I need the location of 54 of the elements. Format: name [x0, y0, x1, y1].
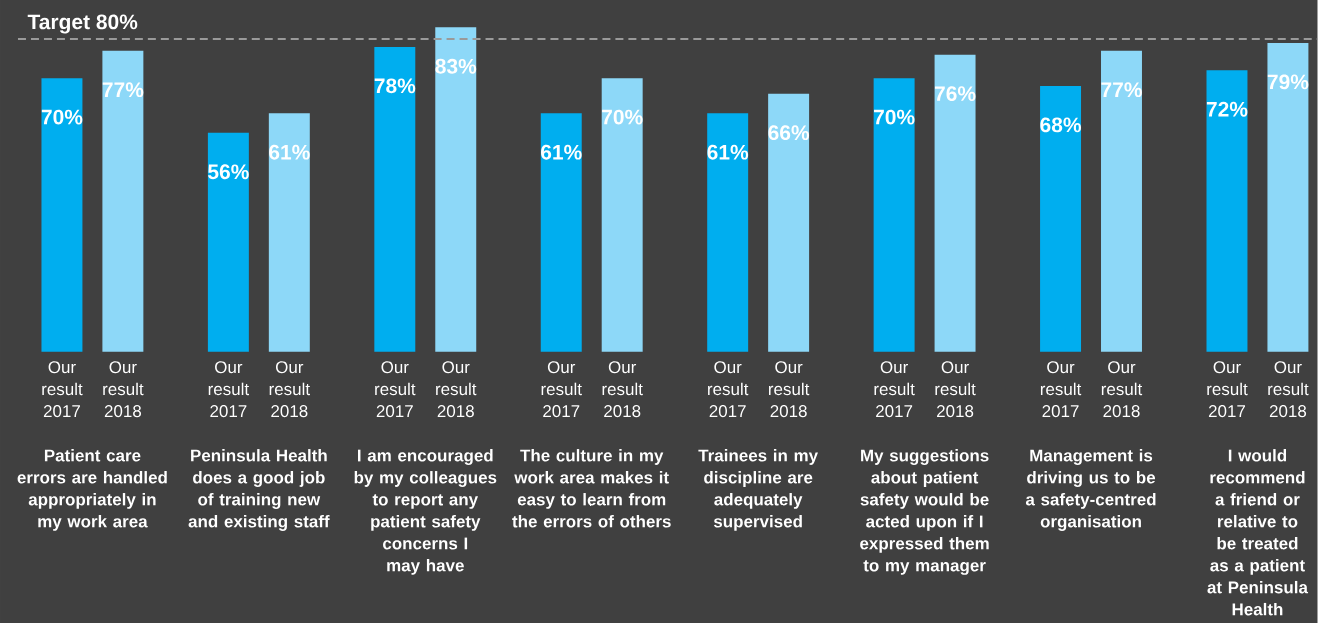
bar — [540, 113, 582, 352]
data-label: 78% — [374, 78, 416, 94]
data-label: 70% — [602, 109, 643, 125]
x-tick-label: I would recommend a friend or relative to be treated as a patient at Peninsula Health — [1207, 448, 1309, 616]
text: Our result 2017 — [375, 360, 416, 417]
bar — [207, 132, 249, 352]
data-label: 61% — [269, 144, 310, 160]
bar — [707, 113, 749, 352]
x-tick-label: Patient care errors are handled appropriately in my work area — [17, 448, 167, 531]
text: Our result 2018 — [269, 360, 310, 417]
x-tick-label: My suggestions about patient safety would be acted upon if I expressed them to my manager — [860, 448, 989, 575]
bar — [41, 77, 83, 352]
x-tick-label: Trainees in my discipline are adequately supervised — [698, 448, 818, 531]
ref-line-label: Target 80% — [27, 14, 138, 34]
bar — [873, 77, 915, 352]
bar — [1101, 50, 1142, 352]
text: Our result 2017 — [1207, 360, 1248, 417]
bar — [1040, 85, 1082, 352]
data-label: 61% — [541, 144, 582, 160]
data-label: 77% — [1101, 82, 1142, 97]
text: Our result 2017 — [708, 360, 749, 417]
bar — [435, 27, 477, 352]
bar — [102, 50, 144, 352]
text: Our result 2018 — [1101, 360, 1143, 417]
bar — [374, 46, 416, 352]
data-label: 70% — [41, 109, 83, 125]
x-tick-label: The culture in my work area makes it easy to learn from the errors of others — [512, 448, 671, 528]
bar — [934, 54, 976, 352]
series-label: Our result 2017 — [42, 360, 83, 417]
bar — [268, 113, 310, 352]
bar — [1206, 70, 1248, 352]
data-label: 70% — [874, 109, 915, 125]
x-tick-label: Peninsula Health does a good job of training new and existing staff — [188, 448, 330, 531]
text: Our result 2017 — [208, 360, 249, 417]
x-tick-label: I am encouraged by my colleagues to report any patient safety concerns I may have — [354, 448, 497, 575]
data-label: 68% — [1040, 117, 1081, 133]
text: Our result 2017 — [874, 360, 915, 417]
text: Our result 2018 — [1268, 360, 1309, 417]
data-label: 61% — [707, 144, 749, 160]
data-label: 56% — [208, 164, 249, 179]
series-label: Our result 2018 — [103, 360, 144, 417]
text: Our result 2018 — [935, 360, 976, 417]
text: Our result 2018 — [602, 360, 643, 417]
x-tick-label: Management is driving us to be a safety-centred organisation — [1025, 448, 1156, 531]
text: Our result 2018 — [768, 360, 810, 417]
data-label: 66% — [768, 125, 810, 140]
bar — [601, 77, 643, 352]
bar — [1267, 42, 1309, 352]
text: Our result 2017 — [541, 360, 582, 417]
text: Our result 2017 — [1040, 360, 1082, 417]
bar — [768, 93, 810, 352]
data-label: 83% — [435, 58, 477, 74]
text: Our result 2018 — [436, 360, 477, 417]
data-label: 72% — [1206, 101, 1248, 117]
